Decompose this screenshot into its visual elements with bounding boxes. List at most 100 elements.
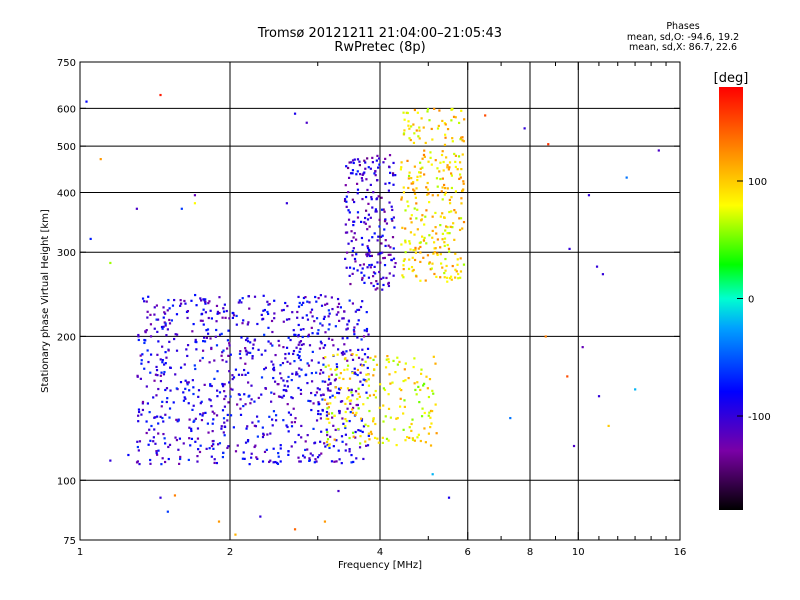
- trace-point: [165, 356, 168, 359]
- grid-lines: [80, 62, 680, 540]
- trace-point: [183, 299, 186, 303]
- trace-point: [216, 443, 220, 446]
- trace-point: [161, 457, 164, 460]
- trace-point: [247, 371, 250, 374]
- trace-point: [444, 123, 447, 126]
- trace-point: [280, 377, 283, 380]
- trace-point: [155, 453, 159, 456]
- trace-point: [439, 253, 442, 256]
- trace-point: [164, 351, 167, 354]
- trace-point: [388, 201, 391, 204]
- trace-point: [238, 299, 241, 302]
- trace-point: [384, 244, 387, 248]
- trace-point: [336, 297, 340, 301]
- trace-point: [390, 217, 393, 221]
- trace-point: [297, 335, 300, 338]
- trace-point: [373, 265, 376, 268]
- trace-point: [347, 395, 350, 399]
- trace-point: [141, 408, 145, 412]
- trace-point: [435, 177, 439, 180]
- trace-point: [399, 397, 402, 400]
- trace-point: [240, 336, 243, 339]
- trace-point: [286, 425, 289, 429]
- trace-point: [344, 410, 347, 414]
- trace-point: [352, 267, 355, 270]
- trace-point: [283, 384, 286, 387]
- trace-point: [345, 328, 348, 331]
- trace-point: [367, 253, 370, 256]
- trace-point: [254, 425, 258, 428]
- trace-point: [146, 316, 149, 319]
- trace-point: [294, 417, 297, 420]
- trace-point: [182, 442, 185, 445]
- trace-point: [348, 274, 351, 277]
- trace-point: [223, 405, 227, 408]
- trace-point: [363, 329, 366, 332]
- trace-point: [271, 344, 274, 347]
- trace-point: [162, 306, 165, 309]
- trace-point: [441, 177, 445, 180]
- trace-point: [237, 373, 241, 376]
- trace-point: [431, 262, 434, 265]
- trace-point: [456, 168, 459, 171]
- trace-point: [367, 434, 370, 437]
- trace-point: [374, 174, 377, 177]
- trace-point: [337, 387, 341, 390]
- trace-point: [319, 294, 322, 297]
- trace-point: [374, 208, 378, 211]
- scattered-point: [523, 127, 526, 130]
- trace-point: [426, 188, 430, 191]
- trace-point: [385, 437, 389, 441]
- trace-point: [272, 363, 275, 366]
- trace-point: [410, 182, 413, 185]
- trace-point: [403, 405, 406, 409]
- trace-point: [370, 432, 373, 436]
- trace-point: [400, 243, 403, 246]
- trace-point: [441, 232, 444, 235]
- trace-point: [371, 206, 374, 209]
- trace-point: [174, 373, 177, 376]
- trace-point: [284, 357, 287, 360]
- trace-point: [302, 301, 305, 304]
- trace-point: [356, 216, 360, 219]
- trace-point: [462, 220, 466, 224]
- trace-point: [140, 362, 143, 365]
- trace-point: [161, 358, 164, 362]
- trace-point: [345, 165, 348, 168]
- trace-point: [417, 247, 420, 250]
- trace-point: [319, 417, 322, 420]
- trace-point: [358, 446, 362, 449]
- trace-point: [460, 109, 463, 112]
- trace-point: [387, 165, 391, 168]
- trace-point: [371, 236, 374, 239]
- trace-point: [162, 325, 165, 328]
- trace-point: [339, 306, 342, 309]
- trace-point: [333, 396, 337, 399]
- trace-point: [356, 373, 359, 377]
- trace-point: [426, 193, 429, 196]
- trace-point: [333, 438, 336, 441]
- trace-point: [162, 420, 165, 423]
- trace-point: [139, 354, 142, 357]
- trace-point: [328, 421, 331, 424]
- trace-point: [261, 460, 265, 463]
- y-tick-label: 400: [57, 188, 76, 199]
- trace-point: [336, 353, 339, 356]
- trace-point: [369, 254, 372, 258]
- trace-point: [220, 427, 223, 430]
- trace-point: [247, 321, 250, 324]
- trace-point: [392, 216, 395, 219]
- trace-point: [242, 451, 245, 454]
- trace-point: [428, 261, 431, 264]
- trace-point: [384, 366, 388, 369]
- trace-point: [306, 434, 309, 437]
- trace-point: [409, 248, 412, 251]
- trace-point: [145, 385, 148, 388]
- trace-point: [312, 402, 315, 405]
- trace-point: [427, 160, 430, 163]
- trace-point: [345, 266, 348, 269]
- trace-point: [156, 415, 159, 418]
- trace-point: [202, 323, 205, 326]
- trace-point: [169, 366, 172, 369]
- trace-point: [301, 335, 304, 339]
